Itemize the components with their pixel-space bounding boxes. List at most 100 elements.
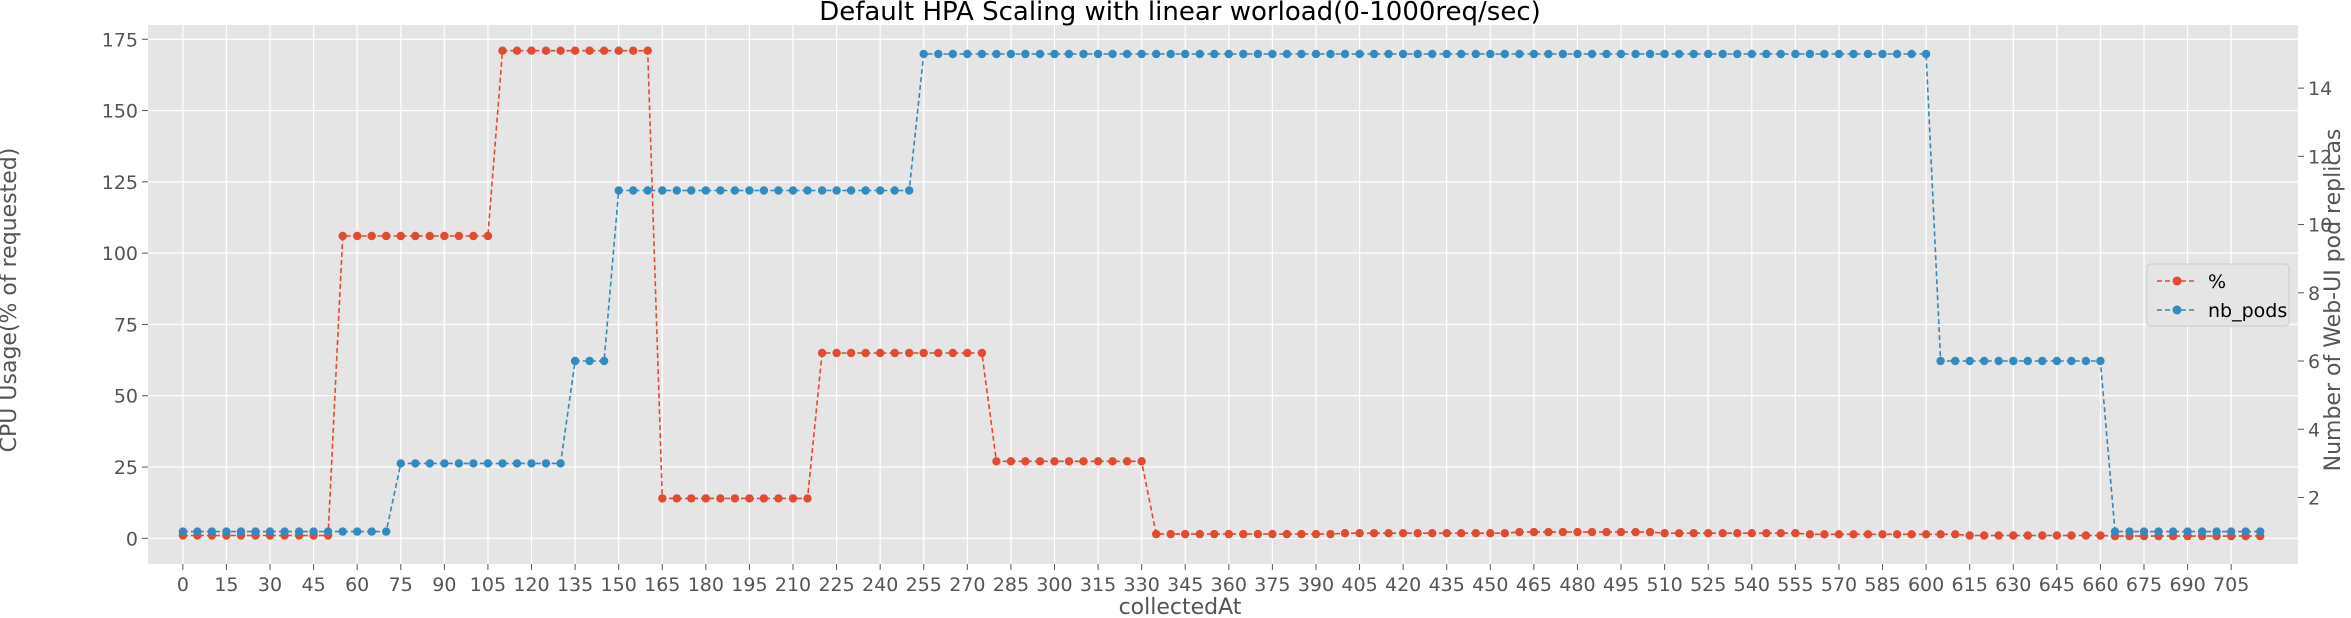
data-point-percent (454, 231, 464, 241)
data-point-percent (1907, 530, 1916, 539)
data-point-nb-pods (2125, 527, 2134, 536)
data-point-percent (1486, 529, 1495, 538)
data-point-nb-pods (1791, 49, 1800, 59)
data-point-nb-pods (1137, 49, 1146, 59)
x-tick-label: 450 (1472, 574, 1508, 596)
data-point-percent (1210, 529, 1219, 539)
data-point-percent (1471, 529, 1481, 538)
data-point-nb-pods (1820, 49, 1829, 59)
x-tick-label: 630 (1995, 574, 2031, 596)
data-point-nb-pods (1355, 49, 1364, 59)
data-point-percent (1558, 527, 1568, 537)
data-point-percent (1021, 457, 1030, 466)
data-point-nb-pods (2241, 527, 2250, 536)
data-point-percent (1834, 530, 1844, 539)
data-point-nb-pods (1558, 49, 1568, 59)
data-point-nb-pods (1907, 49, 1916, 59)
y-left-tick-label: 175 (102, 29, 138, 51)
data-point-percent (730, 494, 740, 503)
data-point-percent (1544, 527, 1553, 537)
data-point-nb-pods (1486, 49, 1495, 59)
x-tick-label: 300 (1036, 574, 1072, 596)
data-point-nb-pods (934, 49, 943, 59)
data-point-percent (440, 231, 449, 241)
x-tick-label: 645 (2039, 574, 2075, 596)
y-left-tick-label: 125 (102, 172, 138, 194)
data-point-nb-pods (701, 186, 710, 195)
data-point-percent (1050, 457, 1059, 466)
plot-area (148, 25, 2298, 564)
data-point-percent (1239, 529, 1248, 539)
data-point-nb-pods (1573, 49, 1582, 59)
data-point-percent (556, 46, 565, 55)
x-tick-label: 420 (1385, 574, 1421, 596)
data-point-nb-pods (1253, 49, 1263, 59)
data-point-percent (1863, 530, 1873, 539)
data-point-nb-pods (2154, 527, 2163, 536)
data-point-percent (1093, 457, 1103, 466)
data-point-percent (1355, 529, 1364, 538)
data-point-percent (890, 348, 899, 358)
data-point-percent (1035, 457, 1045, 466)
data-point-nb-pods (1863, 49, 1873, 59)
data-point-nb-pods (730, 186, 740, 195)
data-point-percent (1747, 529, 1757, 538)
data-point-nb-pods (1660, 49, 1669, 59)
data-point-nb-pods (1878, 49, 1887, 59)
data-point-percent (658, 494, 667, 503)
x-tick-label: 705 (2213, 574, 2249, 596)
data-point-nb-pods (2227, 527, 2236, 536)
data-point-percent (2023, 531, 2033, 540)
data-point-nb-pods (2067, 356, 2076, 366)
chart-title: Default HPA Scaling with linear worload(… (819, 0, 1541, 27)
data-point-nb-pods (2256, 527, 2265, 536)
x-tick-label: 345 (1167, 574, 1203, 596)
data-point-percent (1631, 527, 1640, 537)
x-tick-label: 75 (389, 574, 413, 596)
data-point-nb-pods (2052, 356, 2062, 366)
data-point-nb-pods (1849, 49, 1858, 59)
data-point-nb-pods (251, 527, 260, 536)
x-tick-label: 585 (1864, 574, 1900, 596)
data-point-nb-pods (1166, 49, 1175, 59)
data-point-nb-pods (541, 459, 551, 468)
data-point-nb-pods (1500, 49, 1510, 59)
y-right-tick-label: 10 (2308, 215, 2332, 237)
data-point-nb-pods (1442, 49, 1451, 59)
data-point-nb-pods (716, 186, 725, 195)
x-tick-label: 45 (302, 574, 326, 596)
data-point-percent (1674, 529, 1684, 538)
data-point-nb-pods (556, 459, 565, 468)
data-point-nb-pods (222, 527, 231, 536)
data-point-percent (1413, 529, 1422, 538)
data-point-percent (1602, 527, 1611, 537)
data-point-percent (1064, 457, 1074, 466)
data-point-nb-pods (1122, 49, 1132, 59)
data-point-percent (469, 231, 478, 241)
data-point-percent (934, 348, 943, 358)
x-tick-label: 180 (688, 574, 724, 596)
data-point-percent (1195, 529, 1205, 539)
x-tick-label: 675 (2126, 574, 2162, 596)
data-point-percent (570, 46, 580, 55)
data-point-percent (1529, 527, 1539, 537)
data-point-nb-pods (1326, 49, 1335, 59)
x-tick-label: 690 (2169, 574, 2205, 596)
data-point-nb-pods (1994, 356, 2003, 366)
data-point-nb-pods (658, 186, 667, 195)
data-point-nb-pods (629, 186, 638, 195)
data-point-percent (1297, 529, 1306, 539)
data-point-nb-pods (687, 186, 696, 195)
data-point-percent (1224, 529, 1234, 539)
data-point-percent (948, 348, 957, 358)
x-tick-label: 480 (1559, 574, 1595, 596)
data-point-percent (614, 46, 623, 55)
data-point-percent (382, 231, 391, 241)
data-point-nb-pods (1718, 49, 1727, 59)
x-tick-label: 210 (775, 574, 811, 596)
data-point-percent (2038, 531, 2047, 540)
data-point-percent (1515, 527, 1524, 537)
data-point-nb-pods (846, 186, 856, 195)
data-point-nb-pods (745, 186, 754, 195)
data-point-nb-pods (1689, 49, 1698, 59)
